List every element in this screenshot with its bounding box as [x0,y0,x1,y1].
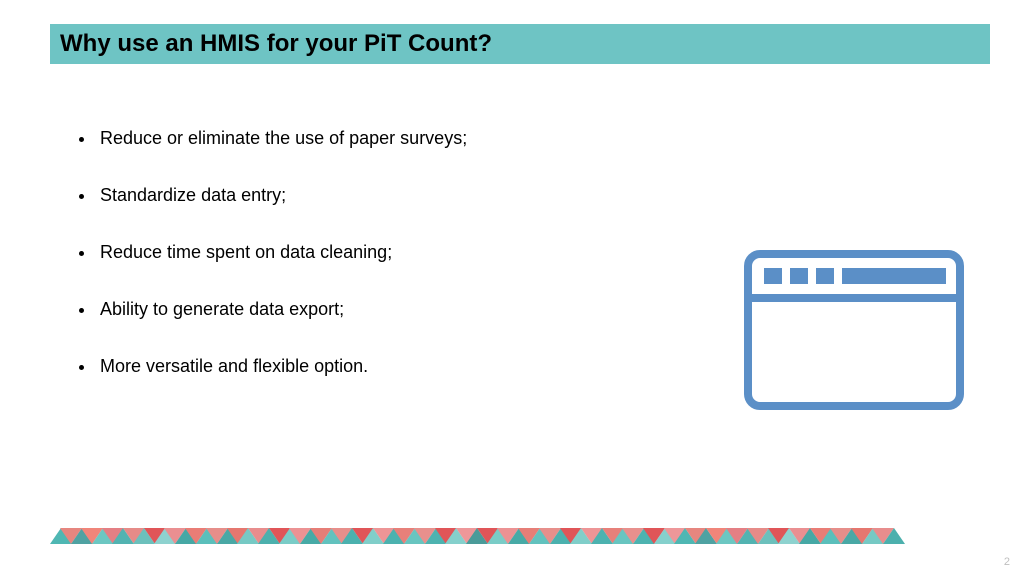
bullet-item: Standardize data entry; [96,185,467,206]
bullet-item: Reduce or eliminate the use of paper sur… [96,128,467,149]
page-number: 2 [1004,556,1010,568]
footer-triangle [883,528,905,544]
bullet-item: More versatile and flexible option. [96,356,467,377]
slide: Why use an HMIS for your PiT Count? Redu… [0,0,1024,576]
slide-title: Why use an HMIS for your PiT Count? [60,30,492,58]
browser-window-icon [744,250,964,415]
bullet-item: Ability to generate data export; [96,299,467,320]
footer-decorative-strip [50,528,990,544]
bullet-list: Reduce or eliminate the use of paper sur… [78,128,467,413]
title-bar: Why use an HMIS for your PiT Count? [50,24,990,64]
bullet-item: Reduce time spent on data cleaning; [96,242,467,263]
